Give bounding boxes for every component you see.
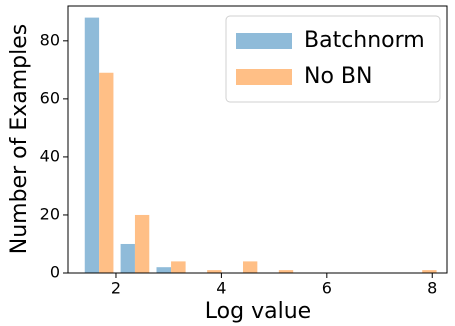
bar xyxy=(99,72,114,273)
x-axis-label: Log value xyxy=(205,299,311,324)
bar xyxy=(171,261,186,273)
bar xyxy=(134,214,150,273)
bar xyxy=(156,267,172,273)
bar xyxy=(243,261,258,273)
legend-label: Batchnorm xyxy=(304,28,425,53)
bar xyxy=(422,270,437,273)
bar xyxy=(278,270,294,273)
bar xyxy=(120,243,135,273)
bar xyxy=(84,17,100,273)
legend-swatch xyxy=(236,33,292,49)
bar xyxy=(207,270,222,273)
y-axis-label: Number of Examples xyxy=(7,24,32,254)
y-tick-label: 60 xyxy=(40,88,60,107)
legend-label: No BN xyxy=(304,64,372,89)
plot-frame xyxy=(67,5,448,274)
x-tick-label: 4 xyxy=(216,279,226,298)
y-tick-label: 20 xyxy=(40,204,60,223)
x-tick-label: 8 xyxy=(427,279,437,298)
y-tick-label: 40 xyxy=(40,146,60,165)
x-tick-label: 6 xyxy=(322,279,332,298)
y-tick-label: 0 xyxy=(50,263,60,282)
x-tick-label: 2 xyxy=(111,279,121,298)
y-tick-label: 80 xyxy=(40,30,60,49)
legend-swatch xyxy=(236,69,292,85)
